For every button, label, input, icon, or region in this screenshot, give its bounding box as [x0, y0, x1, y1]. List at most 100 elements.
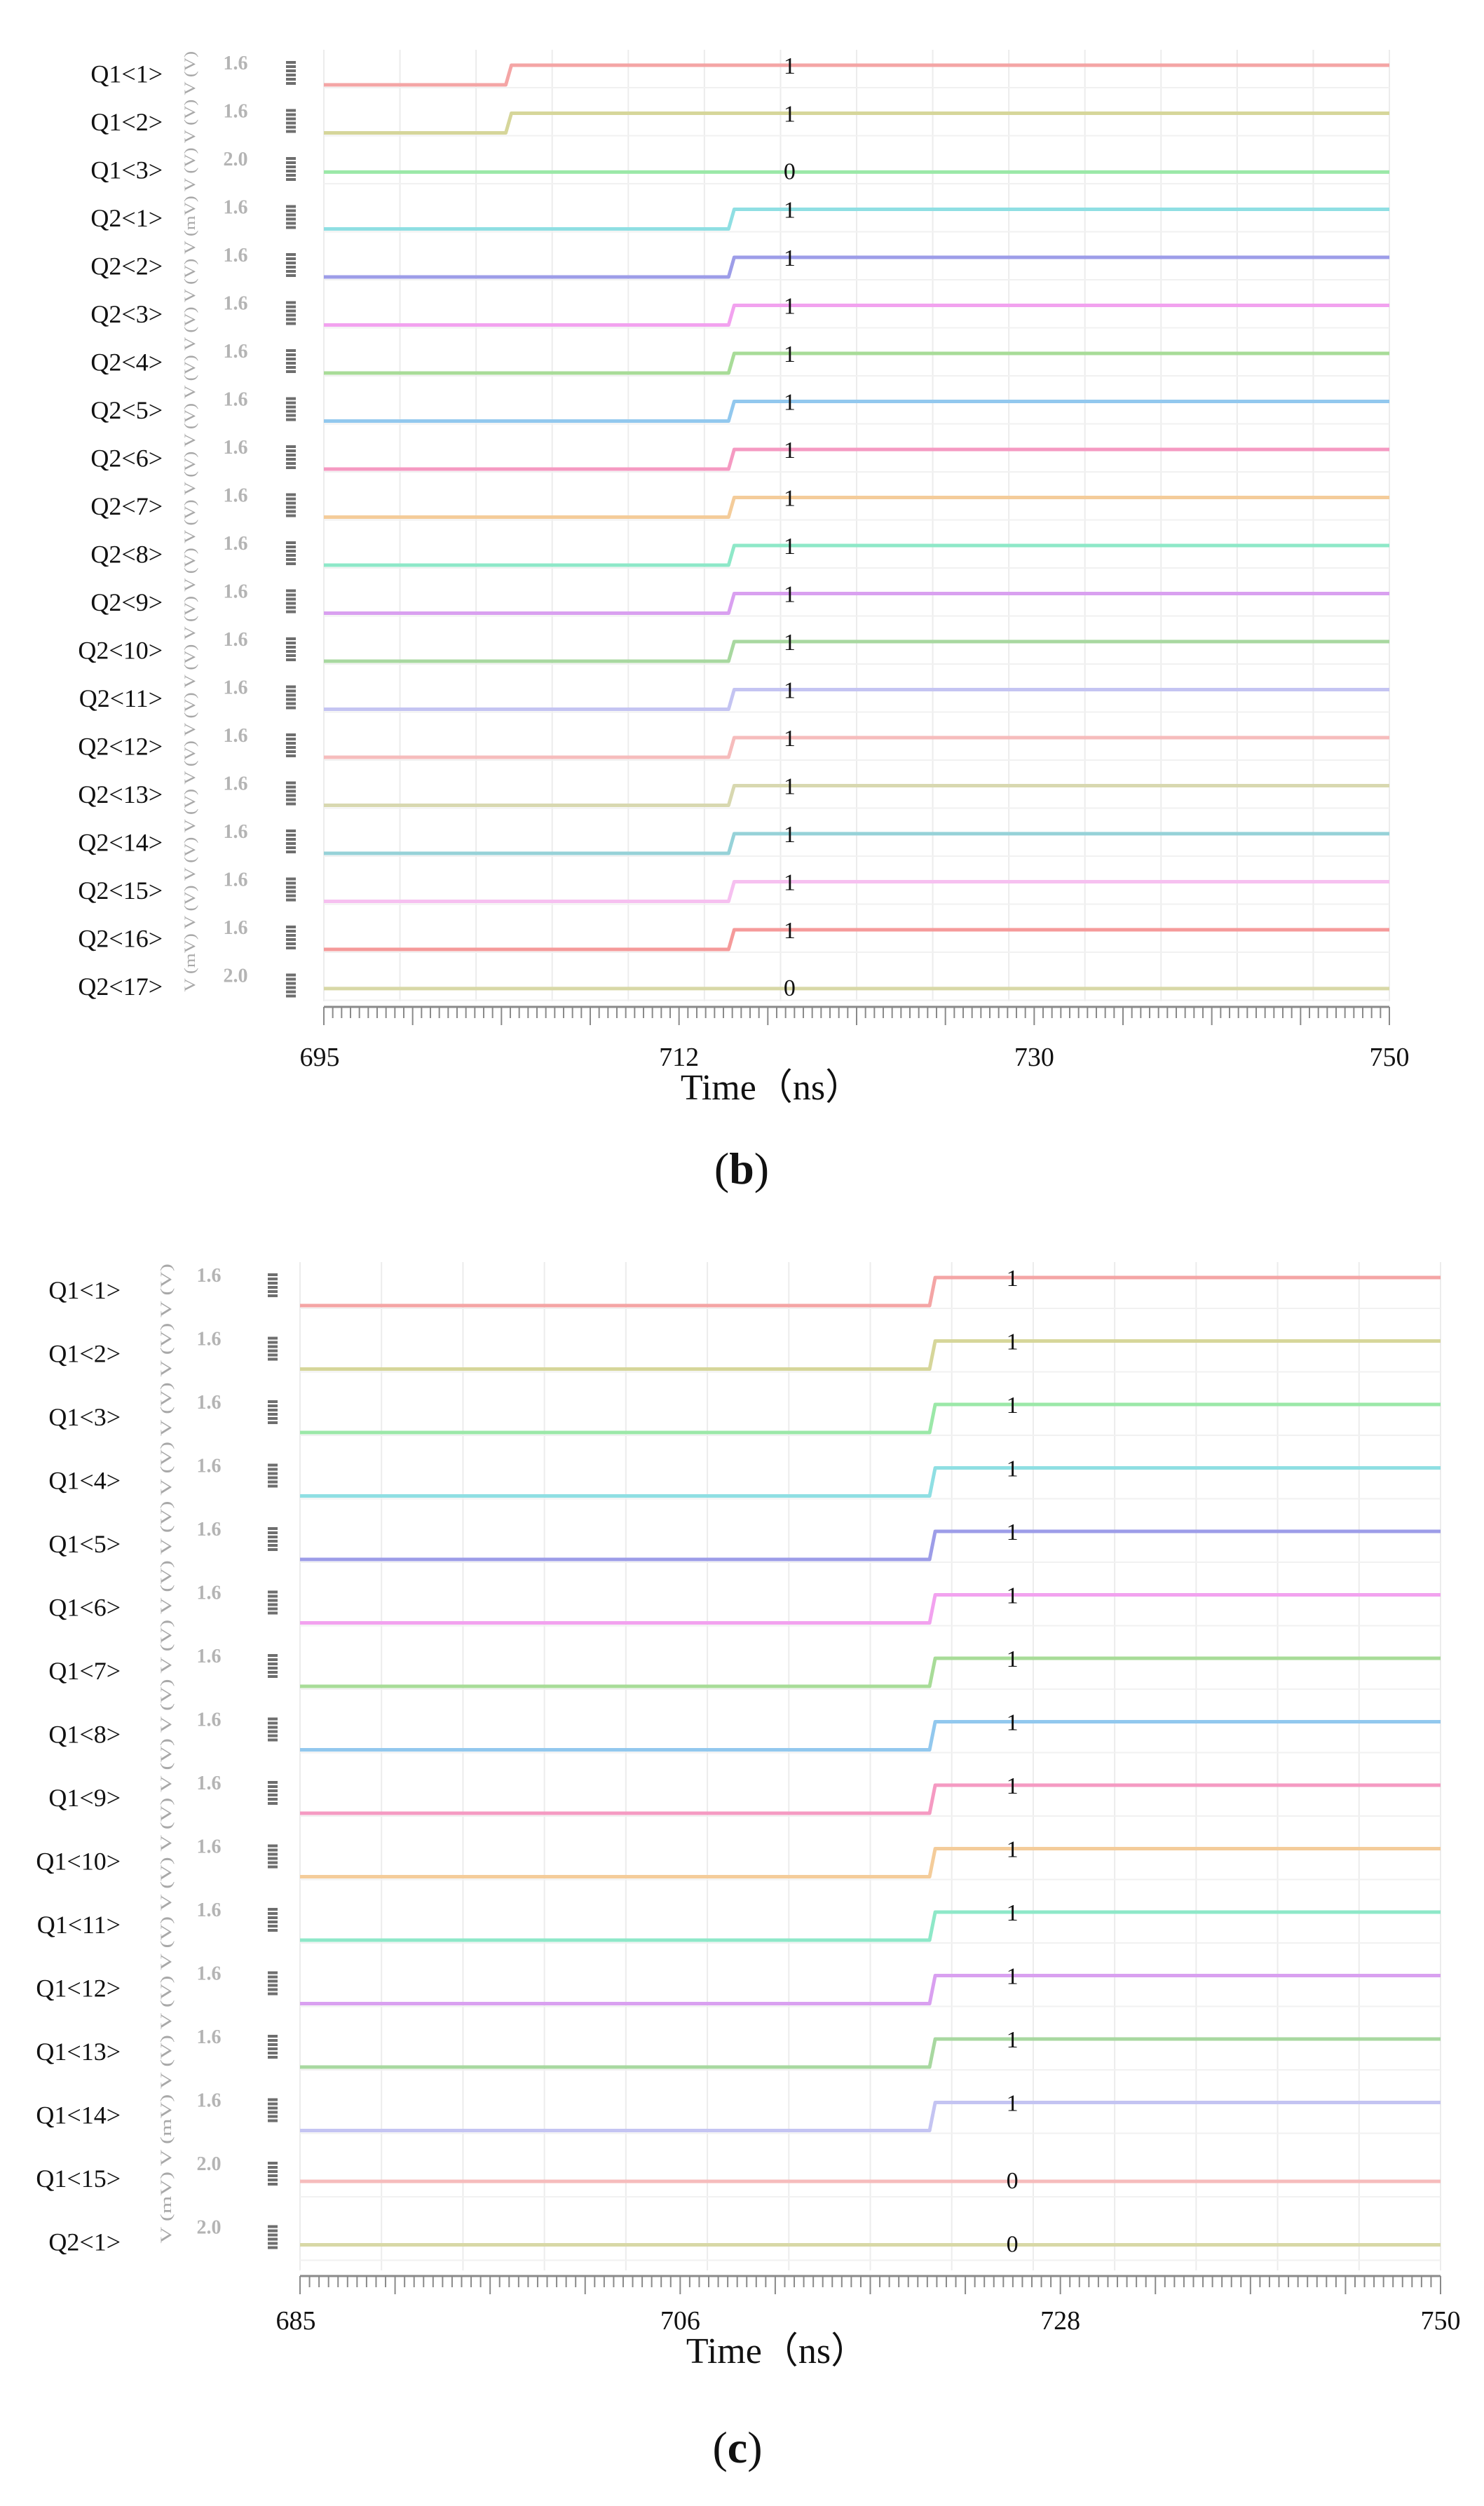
scale-label: 1.6 — [197, 1583, 222, 1604]
scale-bar-icon — [268, 2225, 278, 2249]
waveform-line — [300, 1339, 1441, 1371]
waveform-line — [324, 928, 1389, 951]
signal-row: Q2<3> 1.6 1 — [90, 293, 1389, 329]
waveform-line — [324, 63, 1389, 87]
signal-row: Q1<15> 2.0 0 — [36, 2153, 1441, 2197]
signal-label: Q1<2> — [90, 108, 163, 136]
x-axis-title: Time（ns） — [681, 1068, 862, 1108]
signal-label: Q2<7> — [90, 492, 163, 520]
signal-label: Q2<4> — [90, 348, 163, 377]
waveform-line — [300, 1656, 1441, 1688]
scale-bar-icon — [268, 1273, 278, 1297]
signal-row: Q2<11> 1.6 1 — [79, 677, 1389, 713]
scale-label: 1.6 — [224, 437, 248, 459]
panel-b: V (mV) V (V) V (V) V (V) V (V) V (V) V (… — [78, 50, 1410, 1193]
waveform-line — [300, 1402, 1441, 1435]
scale-label: 1.6 — [197, 1329, 222, 1350]
logic-value-label: 1 — [784, 774, 796, 800]
signal-row: Q1<7> 1.6 1 — [48, 1646, 1441, 1690]
scale-bar-icon — [286, 733, 296, 757]
signal-label: Q1<13> — [36, 2038, 121, 2066]
signal-row: Q2<2> 1.6 1 — [90, 245, 1389, 280]
signal-row: Q1<14> 1.6 1 — [36, 2090, 1441, 2134]
waveform-line — [324, 736, 1389, 759]
signal-row: Q1<5> 1.6 1 — [48, 1519, 1441, 1563]
signal-row: Q2<6> 1.6 1 — [90, 437, 1389, 473]
signal-label: Q1<10> — [36, 1848, 121, 1876]
waveform-line — [324, 447, 1389, 471]
waveform-line — [324, 688, 1389, 711]
scale-label: 1.6 — [197, 1836, 222, 1858]
signal-label: Q1<15> — [36, 2165, 121, 2193]
scale-label: 1.6 — [197, 1265, 222, 1287]
scale-bar-icon — [268, 1717, 278, 1742]
scale-bar-icon — [286, 685, 296, 710]
signal-row: Q1<4> 1.6 1 — [48, 1456, 1441, 1500]
y-axis-label: V (mV) V (mV) V (V) V (V) V (V) V (V) V … — [157, 1264, 175, 2244]
logic-value-label: 1 — [1007, 1773, 1019, 1799]
logic-value-label: 0 — [784, 975, 796, 1001]
logic-value-label: 0 — [1007, 2232, 1019, 2258]
scale-label: 1.6 — [224, 389, 248, 411]
logic-value-label: 1 — [784, 630, 796, 656]
signal-label: Q2<3> — [90, 300, 163, 328]
scale-bar-icon — [268, 1336, 278, 1361]
signal-row: Q2<12> 1.6 1 — [78, 725, 1389, 761]
x-axis-title: Time（ns） — [686, 2331, 867, 2371]
x-tick-label: 728 — [1040, 2306, 1080, 2336]
signal-label: Q2<12> — [78, 733, 163, 761]
signal-label: Q2<15> — [78, 876, 163, 905]
logic-value-label: 1 — [784, 726, 796, 752]
scale-label: 1.6 — [224, 53, 248, 74]
scale-label: 1.6 — [224, 869, 248, 891]
signal-label: Q2<9> — [90, 588, 163, 616]
waveform-line — [300, 1974, 1441, 2005]
scale-bar-icon — [268, 1527, 278, 1551]
signal-label: Q2<14> — [78, 829, 163, 857]
scale-bar-icon — [268, 2162, 278, 2186]
logic-value-label: 1 — [784, 582, 796, 608]
panel-caption: (c) — [712, 2423, 762, 2472]
scale-bar-icon — [286, 829, 296, 853]
grid-lines — [299, 1262, 1441, 2270]
scale-label: 1.6 — [197, 1773, 222, 1794]
waveform-line — [324, 496, 1389, 519]
x-tick-label: 730 — [1014, 1043, 1054, 1072]
scale-bar-icon — [286, 445, 296, 469]
scale-label: 1.6 — [197, 2090, 222, 2112]
waveform-line — [324, 880, 1389, 903]
signal-label: Q2<13> — [78, 780, 163, 808]
signal-row: Q1<1> 1.6 1 — [48, 1265, 1441, 1309]
signal-row: Q2<9> 1.6 1 — [90, 581, 1389, 617]
signal-label: Q1<8> — [48, 1721, 121, 1749]
logic-value-label: 0 — [1007, 2168, 1019, 2194]
scale-bar-icon — [286, 973, 296, 998]
waveform-line — [300, 1466, 1441, 1498]
signal-row: Q2<1> 2.0 0 — [48, 2217, 1441, 2261]
waveform-line — [300, 1783, 1441, 1815]
signal-label: Q1<3> — [90, 156, 163, 184]
signal-row: Q2<16> 1.6 1 — [78, 917, 1389, 953]
x-tick-label: 750 — [1370, 1043, 1410, 1072]
signal-label: Q1<5> — [48, 1530, 121, 1558]
waveform-line — [300, 1720, 1441, 1752]
waveform-line — [324, 543, 1389, 567]
logic-value-label: 1 — [1007, 1456, 1019, 1482]
logic-value-label: 1 — [784, 390, 796, 416]
scale-label: 1.6 — [224, 485, 248, 507]
scale-label: 1.6 — [224, 725, 248, 747]
waveform-line — [324, 304, 1389, 327]
signal-row: Q2<13> 1.6 1 — [78, 773, 1389, 809]
scale-bar-icon — [268, 1590, 278, 1615]
logic-value-label: 1 — [1007, 1837, 1019, 1863]
logic-value-label: 1 — [1007, 1646, 1019, 1672]
scale-label: 1.6 — [224, 293, 248, 315]
logic-value-label: 1 — [1007, 2027, 1019, 2053]
signal-label: Q1<1> — [90, 60, 163, 88]
scale-label: 1.6 — [224, 245, 248, 266]
scale-label: 1.6 — [224, 629, 248, 651]
scale-label: 2.0 — [197, 2153, 222, 2175]
logic-value-label: 1 — [784, 870, 796, 896]
x-axis: 695 712 730 750 — [300, 1005, 1410, 1072]
logic-value-label: 1 — [1007, 1393, 1019, 1418]
